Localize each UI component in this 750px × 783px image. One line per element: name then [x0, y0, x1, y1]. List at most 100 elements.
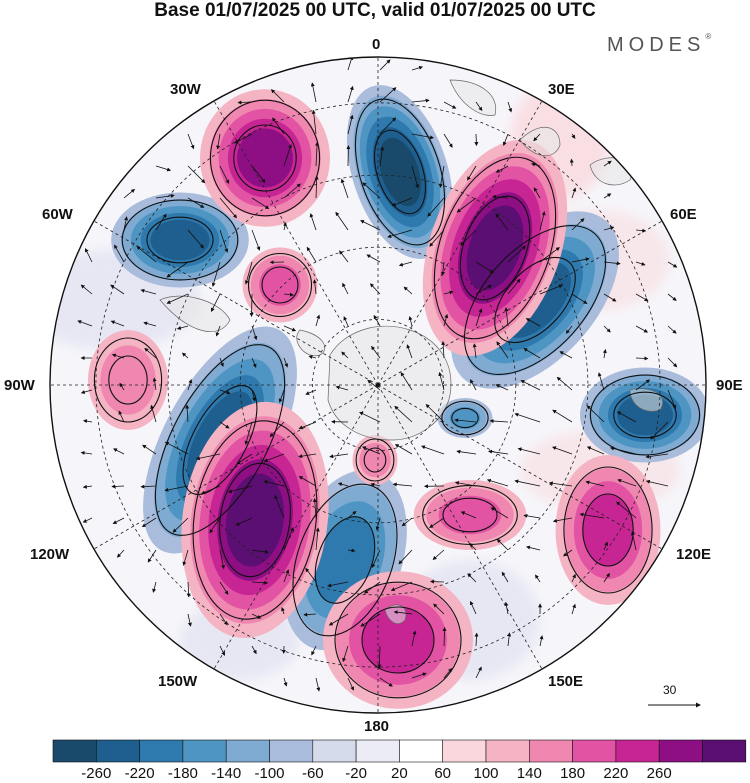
height-contours [93, 98, 701, 699]
wind-arrow [227, 485, 253, 494]
wind-arrow [164, 441, 189, 455]
positive-anomaly-center [413, 480, 527, 550]
wind-arrow [347, 677, 354, 691]
wind-arrow [533, 187, 541, 199]
wind-arrow [475, 284, 492, 295]
colorbar-tick-label: -260 [81, 765, 112, 782]
wind-arrow [342, 645, 349, 663]
wind-arrow [470, 379, 477, 391]
wind-arrow [219, 165, 230, 184]
wind-arrow [609, 446, 637, 455]
wind-arrow [467, 165, 477, 181]
colorbar-swatch [96, 739, 140, 763]
height-contour [582, 493, 634, 567]
wind-arrow [603, 572, 610, 583]
wind-arrow [251, 389, 256, 402]
colorbar-tick-label: -100 [254, 765, 285, 782]
wind-arrow [342, 282, 349, 295]
wind-arrow [556, 376, 573, 391]
height-contour [355, 438, 395, 482]
wind-arrow [454, 418, 477, 423]
height-contour [441, 400, 489, 436]
wind-arrow [176, 325, 189, 330]
wind-arrow [539, 211, 546, 231]
wind-arrow [525, 318, 541, 327]
wind-arrow [298, 453, 317, 459]
anomaly-shade [150, 219, 210, 261]
colorbar-tick-label: 20 [391, 765, 408, 782]
meridian-line [213, 384, 379, 670]
wind-arrow [472, 343, 477, 359]
colorbar-tick-label: -60 [301, 765, 324, 782]
wind-arrow [502, 133, 509, 146]
meridian-line [93, 220, 379, 386]
negative-anomaly-center [346, 85, 454, 259]
wind-arrow [411, 65, 424, 71]
wind-arrow [571, 133, 576, 139]
anomaly-shade [237, 128, 293, 188]
wind-arrow [469, 542, 477, 551]
wind-arrow [507, 632, 512, 647]
wind-arrow [443, 133, 453, 148]
wind-arrow [278, 389, 285, 403]
wind-arrow [411, 98, 430, 103]
wind-arrow [603, 261, 621, 266]
wind-arrow [118, 410, 125, 423]
wind-arrow [370, 482, 381, 487]
wind-arrow [393, 610, 413, 615]
wind-arrow [155, 213, 167, 231]
height-contour [442, 497, 498, 533]
wind-arrow [379, 87, 397, 103]
map-title: Base 01/07/2025 00 UTC, valid 01/07/2025… [154, 0, 596, 21]
wind-arrow [113, 448, 125, 455]
wind-arrow [400, 372, 413, 391]
wind-arrow [303, 612, 317, 617]
brand-name: MODES [607, 34, 706, 56]
wind-arrow [460, 229, 477, 246]
anomaly-shade [379, 137, 421, 207]
meridian-line [377, 220, 663, 386]
height-contour [459, 195, 531, 301]
wind-arrow [645, 479, 669, 487]
wind-arrow [150, 404, 157, 423]
wind-arrow [390, 581, 413, 592]
colorbar-swatch [572, 739, 617, 763]
lon-label-90e: 90E [716, 377, 743, 394]
wind-vectors [77, 57, 678, 692]
wind-arrow [371, 345, 381, 359]
wind-arrow [630, 531, 637, 551]
wind-arrow [77, 320, 93, 327]
wind-arrow [219, 389, 231, 395]
wind-arrow [496, 538, 509, 551]
wind-arrow [215, 325, 221, 337]
map-border [49, 56, 707, 714]
wind-arrow [251, 613, 262, 619]
lon-label-90w: 90W [4, 377, 35, 394]
wind-arrow [454, 481, 477, 487]
north-pole-marker [375, 382, 381, 388]
height-contour [209, 99, 321, 217]
wind-arrow [603, 160, 612, 167]
wind-arrow [433, 603, 445, 615]
colorbar-swatch [399, 739, 443, 763]
wind-arrow [475, 261, 495, 274]
wind-arrow [667, 325, 677, 334]
height-contour [334, 581, 462, 699]
height-contour [314, 516, 376, 604]
wind-arrow [311, 645, 317, 656]
wind-arrow [569, 158, 574, 167]
colorbar-tick-label: -220 [124, 765, 155, 782]
colorbar-swatch [615, 739, 660, 763]
lon-label-60e: 60E [670, 206, 697, 223]
wind-arrow [219, 549, 226, 570]
wind-arrow [645, 453, 669, 459]
wind-arrow [635, 293, 649, 302]
wind-arrow [114, 244, 125, 263]
wind-arrow [467, 573, 477, 583]
wind-arrow [474, 632, 479, 647]
height-contour [108, 355, 148, 405]
wind-arrow [489, 419, 509, 424]
wind-arrow [123, 216, 129, 231]
wind-arrow [314, 175, 319, 199]
wind-arrow [379, 59, 391, 71]
